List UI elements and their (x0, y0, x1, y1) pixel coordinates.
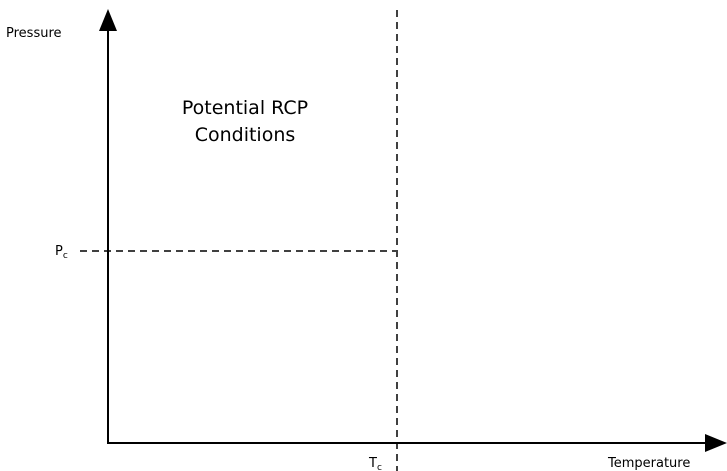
y-axis-arrowhead (99, 9, 117, 31)
region-label-line-1: Potential RCP (182, 97, 308, 119)
x-axis-arrowhead (705, 434, 727, 452)
tc-label: Tc (368, 456, 382, 471)
x-axis-label: Temperature (607, 456, 690, 471)
y-axis-label: Pressure (6, 26, 62, 41)
pc-label-main: P (55, 244, 63, 259)
tc-label-subscript: c (377, 463, 382, 471)
tc-label-main: T (368, 456, 377, 471)
pc-label: Pc (55, 244, 68, 261)
pc-label-subscript: c (63, 251, 68, 261)
region-label-line-2: Conditions (195, 124, 296, 146)
